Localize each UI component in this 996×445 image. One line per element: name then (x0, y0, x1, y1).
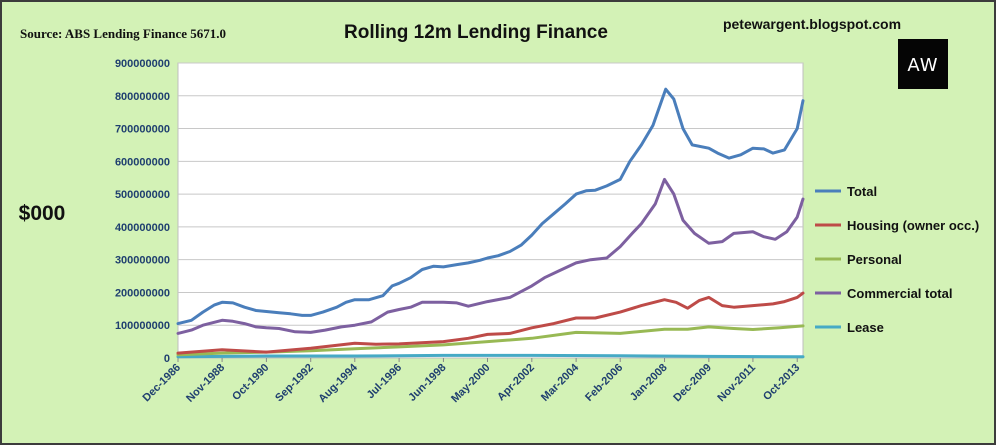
x-tick-label: Dec-2009 (671, 362, 714, 405)
y-tick-label: 900000000 (115, 58, 170, 70)
y-tick-label: 300000000 (115, 255, 170, 267)
x-tick-label: Nov-2011 (715, 362, 758, 405)
series-line-commercial (176, 177, 805, 335)
plot-area (177, 62, 804, 359)
y-tick-label: 400000000 (115, 222, 170, 234)
legend-label-total: Total (847, 184, 877, 199)
x-tick-label: Sep-1992 (273, 362, 316, 405)
series-line-housing (176, 291, 805, 355)
x-tick-label: Jun-1998 (406, 362, 448, 404)
x-tick-label: Apr-2002 (495, 362, 537, 404)
y-tick-label: 600000000 (115, 156, 170, 168)
x-tick-label: Dec-1986 (140, 362, 183, 405)
x-tick-label: May-2000 (449, 362, 493, 406)
y-tick-label: 100000000 (115, 320, 170, 332)
series-line-lease (176, 353, 805, 359)
x-tick-label: Aug-1994 (316, 361, 360, 405)
x-tick-label: Jul-1996 (365, 362, 405, 402)
legend-label-housing: Housing (owner occ.) (847, 218, 979, 233)
x-tick-label: Oct-2013 (761, 362, 802, 403)
y-tick-label: 800000000 (115, 91, 170, 103)
y-tick-label: 500000000 (115, 189, 170, 201)
y-tick-label: 0 (164, 353, 170, 365)
source-label: Source: ABS Lending Finance 5671.0 (20, 26, 226, 41)
logo-text: AW (907, 55, 938, 76)
unit-label: $000 (19, 202, 66, 225)
chart-title: Rolling 12m Lending Finance (344, 22, 608, 43)
grid-lines (178, 62, 803, 326)
y-axis: 0 100000000 200000000 300000000 400000000 500… (115, 58, 170, 365)
legend-label-lease: Lease (847, 320, 884, 335)
series-lines (176, 87, 805, 359)
y-tick-label: 200000000 (115, 287, 170, 299)
x-tick-label: Mar-2004 (539, 361, 582, 404)
legend-label-commercial: Commercial total (847, 286, 952, 301)
aw-logo-icon: AW (898, 39, 948, 89)
x-tick-label: Feb-2006 (583, 362, 625, 404)
x-tick-label: Oct-1990 (230, 362, 271, 403)
x-axis: Dec-1986 Nov-1988 Oct-1990 Sep-1992 Aug-1994… (140, 358, 802, 405)
blog-url: petewargent.blogspot.com (723, 16, 901, 32)
x-tick-label: Nov-1988 (184, 362, 227, 405)
y-tick-label: 700000000 (115, 124, 170, 136)
series-line-personal (176, 324, 805, 357)
legend: Total Housing (owner occ.) Personal Commerc… (815, 184, 979, 335)
x-tick-label: Jan-2008 (628, 362, 670, 404)
legend-label-personal: Personal (847, 252, 902, 267)
series-line-total (176, 87, 805, 326)
